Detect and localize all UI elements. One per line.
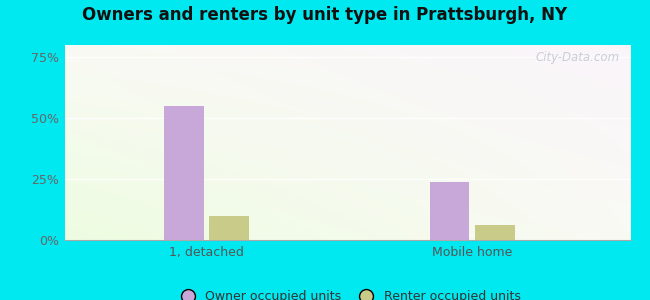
Bar bbox=[209, 216, 249, 240]
Legend: Owner occupied units, Renter occupied units: Owner occupied units, Renter occupied un… bbox=[170, 285, 525, 300]
Text: City-Data.com: City-Data.com bbox=[535, 51, 619, 64]
Text: Owners and renters by unit type in Prattsburgh, NY: Owners and renters by unit type in Pratt… bbox=[83, 6, 567, 24]
Bar bbox=[475, 225, 515, 240]
Bar bbox=[430, 182, 469, 240]
Bar bbox=[164, 106, 203, 240]
